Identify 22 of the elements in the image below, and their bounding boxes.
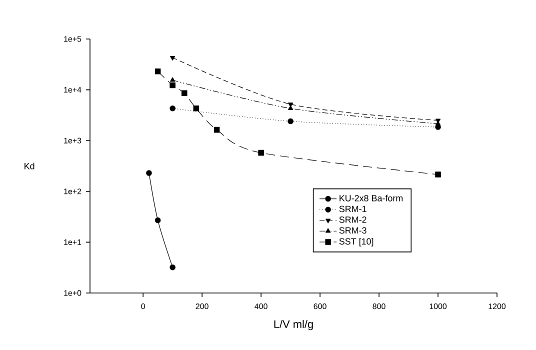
point	[193, 106, 200, 112]
point	[288, 106, 294, 110]
legend-label: SRM-2	[339, 216, 366, 223]
point	[214, 126, 220, 133]
y-axis-title: Kd	[24, 162, 34, 170]
point	[435, 172, 441, 178]
legend-label: SST [10]	[339, 238, 374, 246]
point	[170, 106, 176, 112]
point	[170, 82, 176, 88]
x-axis-title: L/V ml/g	[274, 320, 313, 330]
point	[170, 264, 176, 270]
legend-label: SRM-3	[339, 227, 366, 234]
point	[288, 118, 294, 124]
point	[154, 68, 161, 74]
point	[170, 77, 176, 82]
point	[146, 170, 152, 176]
point	[154, 217, 161, 224]
point	[170, 56, 176, 61]
point	[181, 90, 188, 96]
legend-label: KU-2x8 Ba-form	[340, 194, 403, 202]
point	[258, 150, 264, 156]
legend-label: SRM-1	[339, 206, 366, 212]
